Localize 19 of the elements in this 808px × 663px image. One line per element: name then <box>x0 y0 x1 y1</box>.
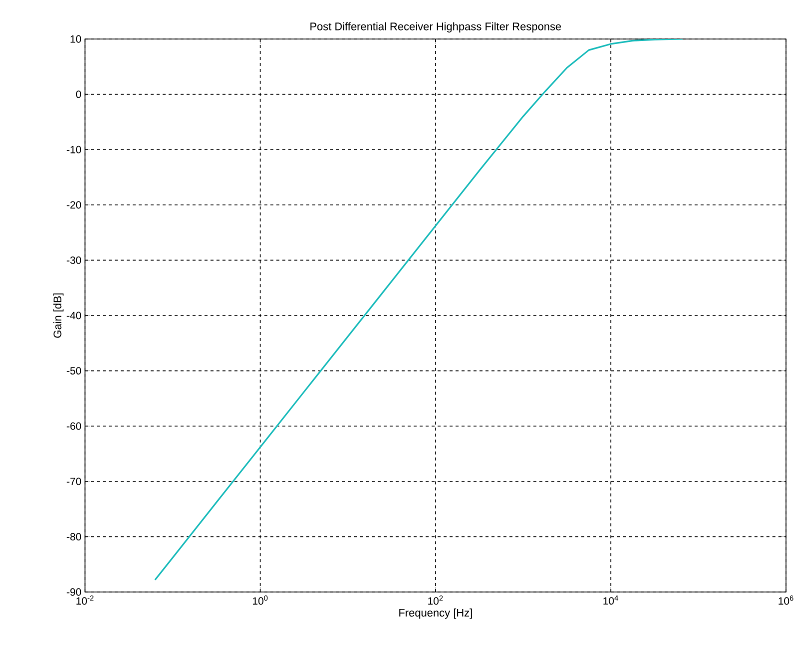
x-tick-label: 10$^{0}$ <box>252 596 268 605</box>
y-tick-label: -10 <box>66 146 82 154</box>
y-tick-label: -40 <box>66 312 82 320</box>
y-tick-label: 0 <box>76 90 82 98</box>
x-tick-label: 10$^{2}$ <box>428 596 443 605</box>
y-tick-label: 10 <box>70 35 82 43</box>
y-tick-label: -80 <box>66 533 82 540</box>
y-tick-label: -70 <box>66 478 82 486</box>
x-axis-title: Frequency [Hz] <box>399 608 472 619</box>
y-tick-label: -90 <box>66 588 82 596</box>
chart-title: Post Differential Receiver Highpass Filter Response <box>310 22 561 32</box>
y-tick-label: -60 <box>66 422 82 430</box>
x-tick-label: 10$^{6}$ <box>778 596 794 605</box>
x-tick-label: 10$^{-2}$ <box>76 596 94 605</box>
y-tick-label: -50 <box>66 367 82 375</box>
y-tick-label: -30 <box>66 256 82 264</box>
x-tick-label: 10$^{4}$ <box>603 596 618 605</box>
y-tick-label: -20 <box>66 201 82 209</box>
y-axis-title: Gain [dB] <box>53 293 64 338</box>
